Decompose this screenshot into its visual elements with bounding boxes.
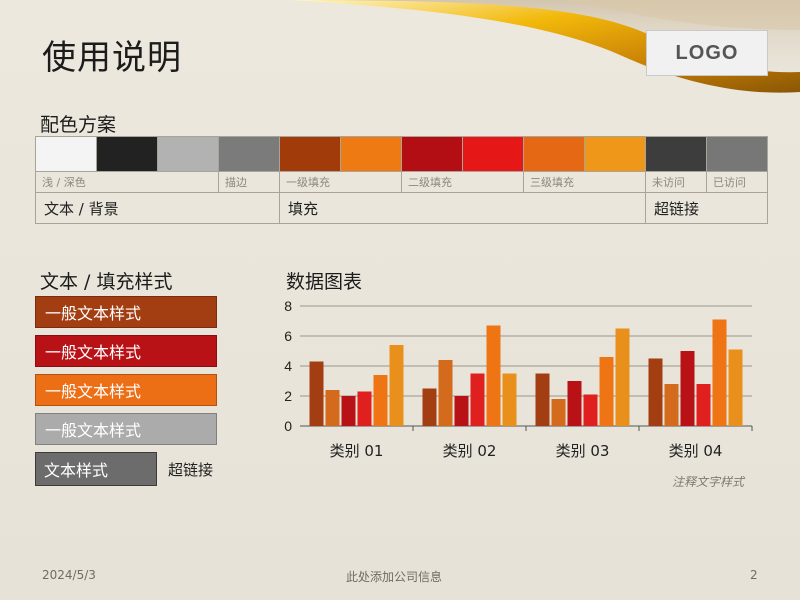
swatch-fill1-a — [279, 136, 341, 172]
logo-placeholder: LOGO — [646, 30, 768, 76]
bar — [712, 319, 727, 426]
bar — [422, 388, 437, 426]
sub-label-fill1: 一级填充 — [279, 171, 402, 193]
bar — [502, 373, 517, 426]
footer-page-number: 2 — [750, 568, 758, 582]
main-label-hyperlink: 超链接 — [645, 192, 768, 224]
bar — [648, 358, 663, 426]
bar — [341, 396, 356, 426]
text-style-box-3: 一般文本样式 — [35, 374, 217, 406]
swatch-light — [35, 136, 97, 172]
swatch-fill2-b — [462, 136, 524, 172]
bar — [551, 399, 566, 426]
y-tick-label: 4 — [284, 358, 292, 374]
y-tick-label: 8 — [284, 298, 292, 314]
main-label-fill: 填充 — [279, 192, 646, 224]
sub-label-unvisited: 未访问 — [645, 171, 707, 193]
swatch-fill1-b — [340, 136, 402, 172]
footer-date: 2024/5/3 — [42, 568, 96, 582]
bar — [373, 375, 388, 426]
bar — [567, 381, 582, 426]
sub-label-visited: 已访问 — [706, 171, 768, 193]
bar — [454, 396, 469, 426]
bar — [325, 390, 340, 426]
sub-label-stroke: 描边 — [218, 171, 280, 193]
swatch-row — [35, 136, 768, 172]
swatch-fill3-a — [523, 136, 585, 172]
swatch-dark — [96, 136, 158, 172]
text-style-box-2: 一般文本样式 — [35, 335, 217, 367]
x-tick-label: 类别 02 — [443, 442, 497, 460]
note-text: 注释文字样式 — [672, 475, 745, 489]
swatch-stroke — [218, 136, 280, 172]
y-tick-label: 6 — [284, 328, 292, 344]
bar — [728, 349, 743, 426]
page-title: 使用说明 — [42, 38, 182, 78]
main-label-text-bg: 文本 / 背景 — [35, 192, 280, 224]
main-label-row: 文本 / 背景 填充 超链接 — [35, 192, 768, 224]
text-fill-style-label: 文本 / 填充样式 — [40, 271, 173, 293]
text-style-box-1: 一般文本样式 — [35, 296, 217, 328]
bar — [389, 345, 404, 426]
sub-label-row: 浅 / 深色 描边 一级填充 二级填充 三级填充 未访问 已访问 — [35, 171, 768, 193]
text-style-box-4: 一般文本样式 — [35, 413, 217, 445]
chart-title: 数据图表 — [286, 271, 363, 293]
footer-company: 此处添加公司信息 — [346, 570, 443, 584]
bar — [357, 391, 372, 426]
bar — [599, 357, 614, 426]
bar — [696, 384, 711, 426]
swatch-visited — [706, 136, 768, 172]
bar — [535, 373, 550, 426]
bar — [615, 328, 630, 426]
swatch-fill3-b — [584, 136, 646, 172]
x-tick-label: 类别 04 — [669, 442, 723, 460]
swatch-unvisited — [645, 136, 707, 172]
bar — [438, 360, 453, 426]
bar-chart: 0 2 4 6 8 类别 01 类别 02 类别 03 类别 04 — [284, 298, 753, 460]
text-style-sample: 文本样式 — [35, 452, 157, 486]
sub-label-light-dark: 浅 / 深色 — [35, 171, 219, 193]
hyperlink-sample[interactable]: 超链接 — [168, 461, 214, 479]
color-scheme-label: 配色方案 — [40, 114, 117, 136]
color-scheme-table: 浅 / 深色 描边 一级填充 二级填充 三级填充 未访问 已访问 文本 / 背景… — [35, 136, 768, 224]
bar — [583, 394, 598, 426]
y-tick-label: 0 — [284, 418, 292, 434]
swatch-light-gray — [157, 136, 219, 172]
sub-label-fill2: 二级填充 — [401, 171, 524, 193]
bar — [470, 373, 485, 426]
bar — [664, 384, 679, 426]
bar — [486, 325, 501, 426]
x-tick-label: 类别 01 — [330, 442, 384, 460]
bar — [309, 361, 324, 426]
sub-label-fill3: 三级填充 — [523, 171, 646, 193]
bar — [680, 351, 695, 426]
y-tick-label: 2 — [284, 388, 292, 404]
swatch-fill2-a — [401, 136, 463, 172]
x-tick-label: 类别 03 — [556, 442, 610, 460]
